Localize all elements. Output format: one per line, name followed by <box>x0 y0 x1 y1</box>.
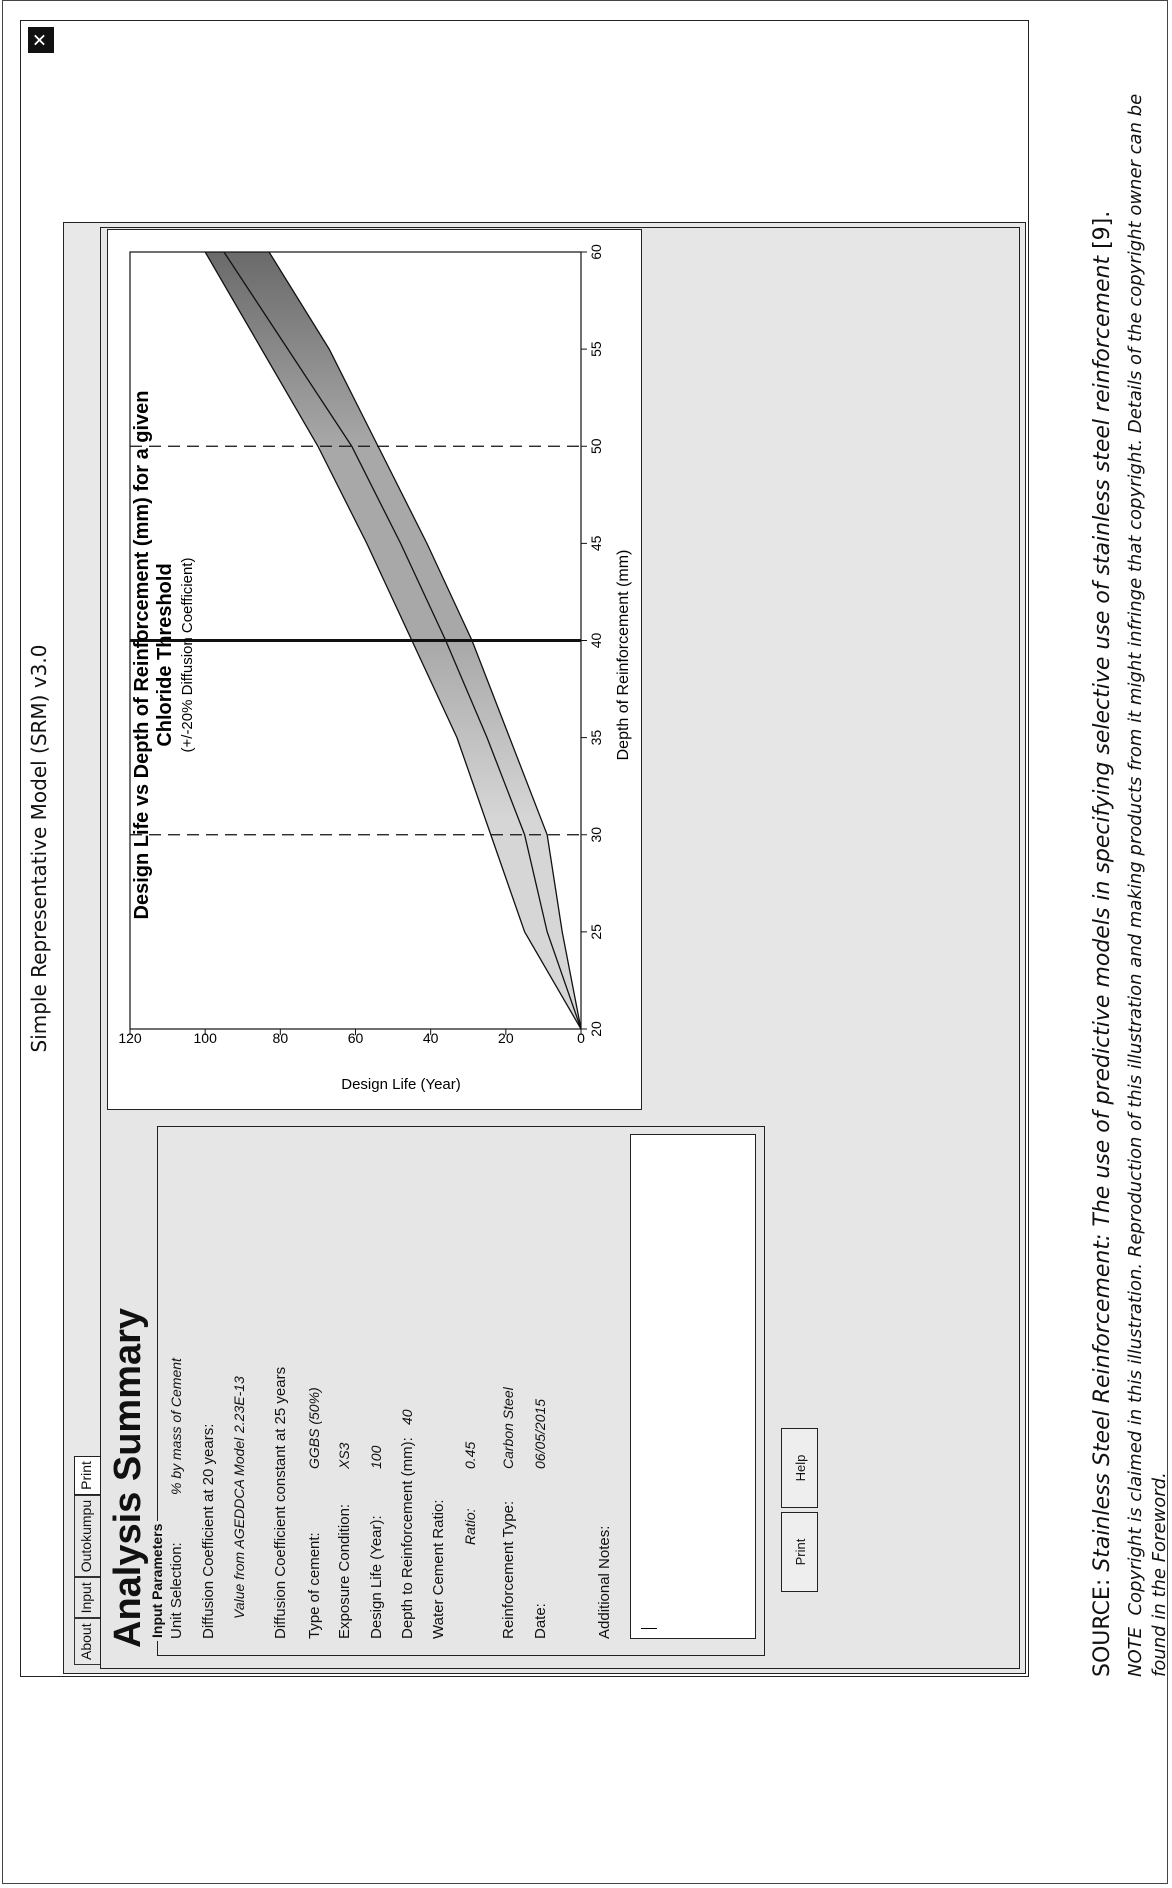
date-label: Date: <box>532 1603 549 1639</box>
x-tick-label-40: 40 <box>588 633 604 649</box>
input-parameters-group: Input Parameters Unit Selection: % by ma… <box>149 1126 765 1656</box>
source-title: Stainless Steel Reinforcement: The use o… <box>1090 255 1115 1572</box>
x-tick-label-60: 60 <box>588 244 604 260</box>
design-life-value: 100 <box>368 1445 384 1469</box>
diffusion-20-value: 2.23E-13 <box>231 1376 247 1433</box>
cement-type-label: Type of cement: <box>306 1532 323 1639</box>
source-caption: SOURCE: Stainless Steel Reinforcement: T… <box>1090 20 1115 1677</box>
copyright-note: NOTE Copyright is claimed in this illust… <box>1124 37 1172 1677</box>
diffusion-20-sub-label: Value from AGEDDCA Model <box>231 1437 247 1619</box>
y-tick-label-80: 80 <box>273 1030 289 1046</box>
additional-notes-input[interactable] <box>630 1134 756 1639</box>
help-button[interactable]: Help <box>781 1428 818 1508</box>
main-panel: About Input Outokumpu Print Analysis Sum… <box>63 222 1026 1674</box>
y-tick-label-40: 40 <box>423 1030 439 1046</box>
y-tick-label-100: 100 <box>193 1030 217 1046</box>
ratio-sub-label: Ratio: <box>462 1508 478 1545</box>
x-tick-label-50: 50 <box>588 438 604 454</box>
source-suffix: [9]. <box>1090 210 1115 256</box>
diffusion-25-label: Diffusion Coefficient constant at 25 yea… <box>272 1366 289 1639</box>
note-text: Copyright is claimed in this illustratio… <box>1125 93 1170 1677</box>
tab-about[interactable]: About <box>74 1618 102 1665</box>
text-cursor <box>641 1628 657 1629</box>
unit-selection-label: Unit Selection: <box>168 1542 185 1639</box>
print-button[interactable]: Print <box>781 1512 818 1592</box>
page-title: Analysis Summary <box>107 1307 149 1648</box>
notes-label: Additional Notes: <box>596 1525 613 1639</box>
depth-value: 40 <box>399 1409 415 1425</box>
unit-selection-value: % by mass of Cement <box>168 1358 184 1495</box>
cement-type-value: GGBS (50%) <box>306 1387 322 1469</box>
x-tick-label-20: 20 <box>588 1021 604 1037</box>
note-prefix: NOTE <box>1125 1626 1146 1677</box>
exposure-value: XS3 <box>336 1442 352 1469</box>
rotated-content: Simple Representative Model (SRM) v3.0 ✕… <box>20 20 1170 1677</box>
print-tab-content: Analysis Summary Input Parameters Unit S… <box>100 227 1020 1669</box>
tab-outokumpu[interactable]: Outokumpu <box>74 1494 102 1578</box>
source-prefix: SOURCE: <box>1090 1571 1115 1677</box>
chart-panel: 20 25 30 35 40 45 50 55 60 0 20 40 60 80 100 120 Design… <box>107 229 642 1110</box>
y-tick-label-0: 0 <box>577 1030 585 1046</box>
reinforcement-value: Carbon Steel <box>500 1387 516 1469</box>
chart-title-line1: Design Life vs Depth of Reinforcement (m… <box>131 391 153 920</box>
x-tick-label-25: 25 <box>588 924 604 940</box>
group-legend: Input Parameters <box>149 1520 165 1641</box>
ratio-value: 0.45 <box>462 1441 478 1469</box>
chart-title-line2: Chloride Threshold <box>154 563 176 746</box>
window-title: Simple Representative Model (SRM) v3.0 <box>27 644 51 1053</box>
uncertainty-band <box>205 252 581 1029</box>
tab-strip: About Input Outokumpu Print <box>74 1456 102 1665</box>
y-tick-label-20: 20 <box>498 1030 514 1046</box>
wcr-label: Water Cement Ratio: <box>430 1499 447 1640</box>
x-axis-label: Depth of Reinforcement (mm) <box>615 550 632 761</box>
app-window: Simple Representative Model (SRM) v3.0 ✕… <box>20 20 1029 1677</box>
x-tick-label-55: 55 <box>588 341 604 357</box>
chart-subtitle: (+/-20% Diffusion Coefficient) <box>179 558 196 753</box>
title-bar: Simple Representative Model (SRM) v3.0 ✕ <box>21 21 63 1676</box>
x-tick-label-30: 30 <box>588 827 604 843</box>
diffusion-20-label: Diffusion Coefficient at 20 years: <box>200 1423 217 1639</box>
tab-input[interactable]: Input <box>74 1577 102 1619</box>
y-axis-label: Design Life (Year) <box>341 1076 461 1093</box>
design-life-label: Design Life (Year): <box>368 1515 385 1639</box>
reinforcement-label: Reinforcement Type: <box>500 1500 517 1639</box>
tab-print[interactable]: Print <box>74 1456 102 1495</box>
exposure-label: Exposure Condition: <box>336 1503 353 1639</box>
x-tick-label-35: 35 <box>588 730 604 746</box>
y-tick-label-120: 120 <box>118 1030 142 1046</box>
date-value: 06/05/2015 <box>532 1398 548 1469</box>
y-tick-label-60: 60 <box>348 1030 364 1046</box>
close-icon[interactable]: ✕ <box>28 27 54 53</box>
depth-label: Depth to Reinforcement (mm): <box>399 1437 416 1639</box>
x-tick-label-45: 45 <box>588 535 604 551</box>
